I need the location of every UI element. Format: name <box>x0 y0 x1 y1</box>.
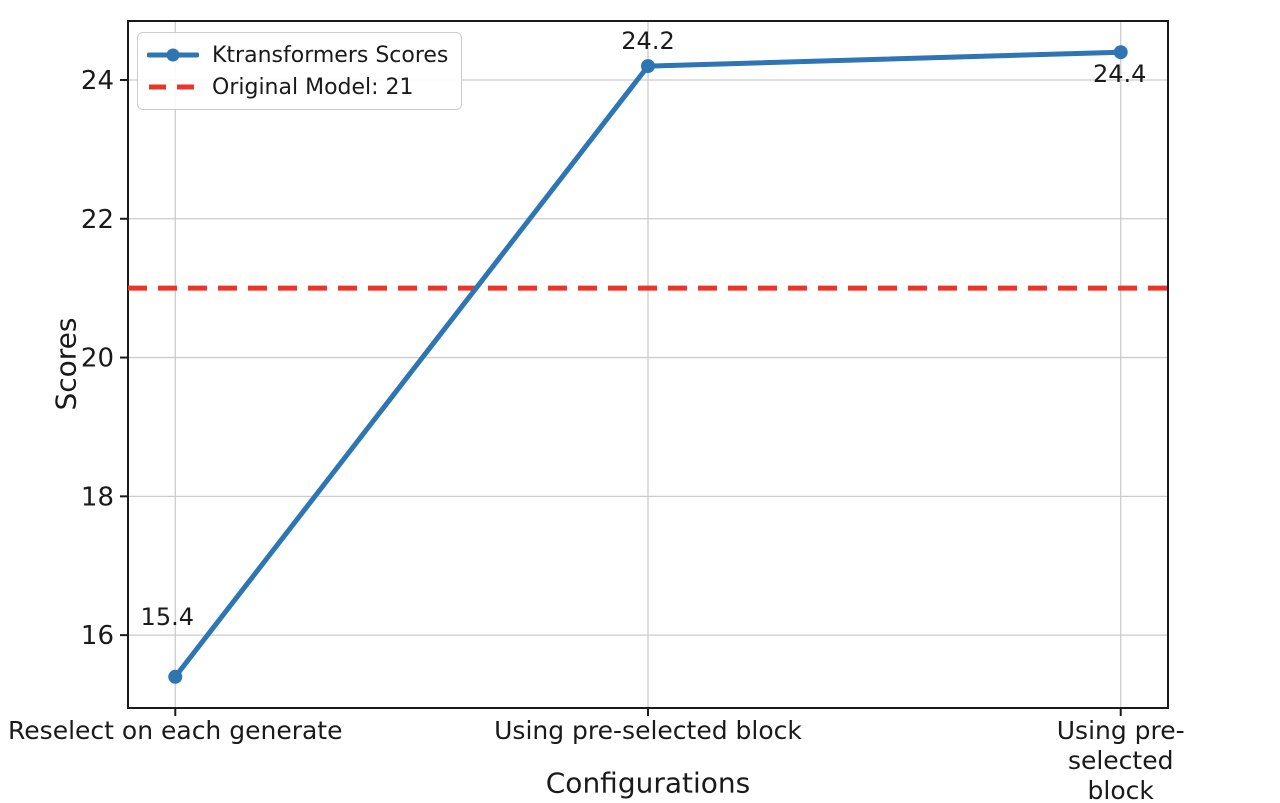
legend-label-reference: Original Model: 21 <box>212 74 414 100</box>
x-tick-label: Reselect on each generate <box>8 716 343 745</box>
y-tick-label: 16 <box>81 621 114 651</box>
y-tick-label: 22 <box>81 205 114 235</box>
x-tick-label: Using pre-selected block <box>494 716 802 745</box>
solid-line-marker-swatch-icon <box>147 48 199 62</box>
y-tick-label: 20 <box>81 344 114 374</box>
data-point-marker <box>641 59 655 74</box>
legend-label-series: Ktransformers Scores <box>212 42 449 68</box>
data-point-label: 24.4 <box>1093 60 1146 88</box>
y-tick-label: 24 <box>81 66 114 96</box>
y-tick-label: 18 <box>81 482 114 512</box>
data-point-label: 24.2 <box>621 27 674 55</box>
x-axis-label: Configurations <box>545 766 751 800</box>
y-axis-label: Scores <box>49 317 83 411</box>
data-point-label: 15.4 <box>141 603 194 631</box>
legend: Ktransformers Scores Original Model: 21 <box>137 32 463 110</box>
dashed-line-swatch-icon <box>149 84 197 90</box>
data-point-marker <box>168 669 183 684</box>
data-point-marker <box>1113 45 1128 60</box>
x-tick-label: Using pre-selected block First two layer… <box>1056 716 1185 803</box>
legend-entry-reference: Original Model: 21 <box>147 72 448 102</box>
legend-entry-series: Ktransformers Scores <box>147 40 448 70</box>
